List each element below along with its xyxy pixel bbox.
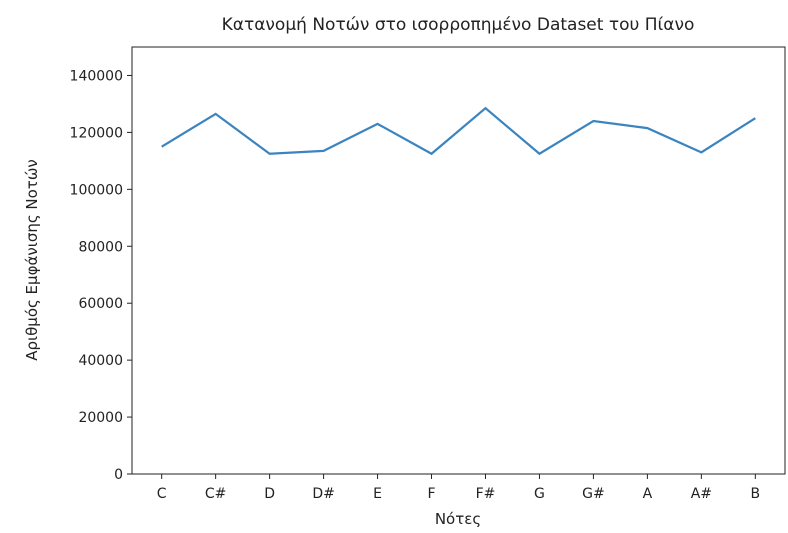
chart-title: Κατανομή Νοτών στο ισορροπημένο Dataset … — [222, 15, 695, 35]
y-tick-label: 140000 — [70, 68, 123, 84]
x-tick-label: G# — [582, 486, 605, 502]
x-tick-label: D# — [312, 486, 335, 502]
y-tick-label: 120000 — [70, 125, 123, 141]
y-tick-label: 20000 — [78, 410, 123, 426]
x-tick-label: F# — [476, 486, 496, 502]
x-tick-label: C — [157, 486, 167, 502]
x-tick-label: F — [427, 486, 435, 502]
y-tick-label: 80000 — [78, 239, 123, 255]
x-tick-label: D — [264, 486, 275, 502]
x-tick-label: A — [643, 486, 653, 502]
x-tick-label: A# — [691, 486, 712, 502]
x-tick-label: B — [751, 486, 761, 502]
data-line — [161, 106, 756, 156]
plot-frame — [131, 46, 786, 475]
y-tick-label: 40000 — [78, 353, 123, 369]
y-tick-label: 60000 — [78, 296, 123, 312]
x-tick-label: G — [534, 486, 545, 502]
y-tick-label: 100000 — [70, 182, 123, 198]
y-tick-label: 0 — [114, 467, 123, 483]
y-axis-label: Αριθμός Εμφάνισης Νοτών — [23, 159, 41, 361]
x-tick-label: E — [373, 486, 382, 502]
x-axis-label: Νότες — [435, 510, 481, 528]
x-tick-label: C# — [205, 486, 227, 502]
